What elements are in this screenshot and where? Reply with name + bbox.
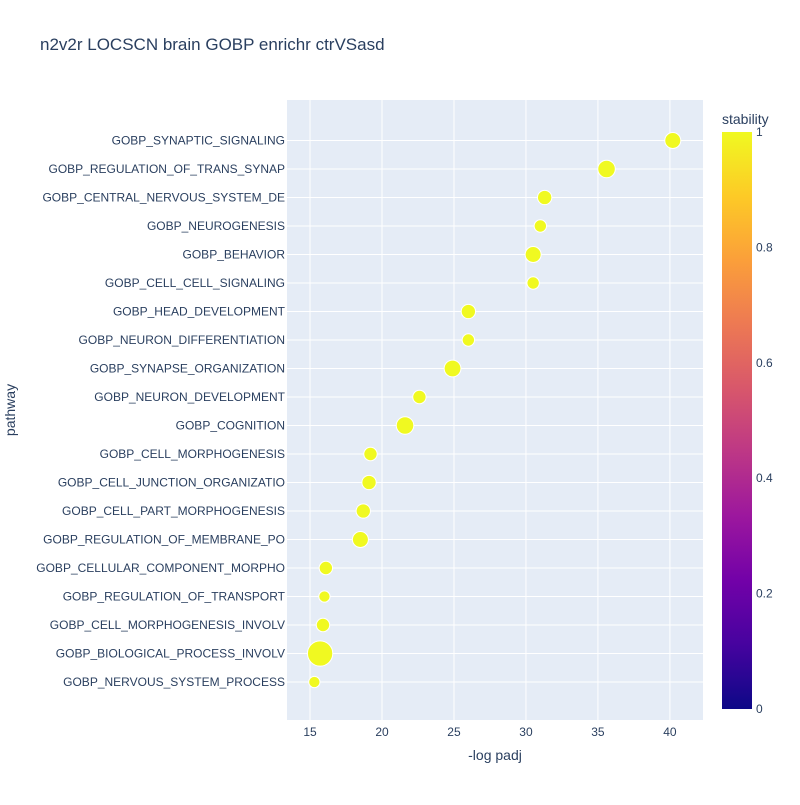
y-tick-label: GOBP_REGULATION_OF_MEMBRANE_PO (43, 533, 285, 547)
y-tick-label: GOBP_REGULATION_OF_TRANS_SYNAP (48, 162, 285, 176)
data-point (412, 389, 427, 405)
colorbar-tick-label: 0.4 (756, 471, 773, 485)
y-tick-label: GOBP_CENTRAL_NERVOUS_SYSTEM_DE (42, 191, 285, 205)
y-tick-label: GOBP_SYNAPTIC_SIGNALING (112, 134, 285, 148)
chart-title: n2v2r LOCSCN brain GOBP enrichr ctrVSasd (40, 35, 385, 54)
data-point (361, 474, 377, 491)
colorbar-tick-label: 0.8 (756, 240, 773, 254)
y-tick-label: GOBP_SYNAPSE_ORGANIZATION (90, 362, 285, 376)
x-tick-label: 40 (663, 725, 677, 739)
data-point (460, 303, 477, 320)
x-tick-label: 25 (447, 725, 461, 739)
y-tick-label: GOBP_NERVOUS_SYSTEM_PROCESS (63, 675, 285, 689)
y-tick-label: GOBP_BIOLOGICAL_PROCESS_INVOLV (56, 647, 285, 661)
x-tick-label: 20 (375, 725, 389, 739)
data-points (306, 132, 682, 689)
x-tick-label: 15 (303, 725, 317, 739)
data-point (306, 640, 334, 667)
data-point (526, 276, 540, 290)
data-point (533, 219, 548, 233)
y-tick-label: GOBP_CELLULAR_COMPONENT_MORPHO (36, 561, 285, 575)
data-point (443, 359, 462, 378)
x-tick-label: 35 (591, 725, 605, 739)
data-point (363, 446, 378, 462)
data-point (597, 159, 616, 179)
y-tick-label: GOBP_CELL_CELL_SIGNALING (105, 276, 285, 290)
y-tick-labels: GOBP_SYNAPTIC_SIGNALING GOBP_REGULATION_O… (36, 134, 285, 690)
y-tick-label: GOBP_REGULATION_OF_TRANSPORT (63, 590, 286, 604)
y-tick-label: GOBP_CELL_PART_MORPHOGENESIS (62, 504, 285, 518)
x-tick-label: 30 (519, 725, 533, 739)
data-point (395, 416, 415, 435)
colorbar-tick-label: 0.6 (756, 356, 773, 370)
x-tick-labels: 15 20 25 30 35 40 (303, 725, 677, 739)
data-point (308, 675, 321, 689)
y-tick-label: GOBP_HEAD_DEVELOPMENT (113, 305, 286, 319)
data-point (461, 333, 476, 347)
colorbar-tick-label: 0.2 (756, 587, 773, 601)
data-point (537, 189, 553, 206)
colorbar-tick-label: 0 (756, 702, 763, 716)
plot-area (287, 100, 703, 720)
y-tick-label: GOBP_CELL_MORPHOGENESIS (100, 447, 285, 461)
y-tick-label: GOBP_BEHAVIOR (183, 248, 286, 262)
colorbar-tick-labels: 0 0.2 0.4 0.6 0.8 1 (756, 125, 773, 716)
y-tick-label: GOBP_COGNITION (176, 419, 285, 433)
data-point (318, 560, 334, 576)
y-axis-label: pathway (2, 384, 18, 436)
y-tick-label: GOBP_NEURON_DEVELOPMENT (94, 390, 285, 404)
y-tick-label: GOBP_CELL_JUNCTION_ORGANIZATIO (58, 476, 285, 490)
colorbar (722, 132, 752, 709)
data-point (664, 132, 682, 149)
gridlines (287, 100, 703, 720)
colorbar-tick-label: 1 (756, 125, 763, 139)
data-point (318, 590, 331, 603)
x-axis-label: -log padj (468, 747, 522, 763)
y-tick-label: GOBP_CELL_MORPHOGENESIS_INVOLV (50, 618, 285, 632)
data-point (351, 531, 369, 548)
colorbar-title: stability (722, 111, 769, 127)
y-tick-label: GOBP_NEUROGENESIS (147, 219, 285, 233)
data-point (315, 617, 331, 633)
data-point (524, 246, 542, 263)
data-point (355, 503, 371, 519)
y-tick-label: GOBP_NEURON_DIFFERENTIATION (79, 333, 285, 347)
